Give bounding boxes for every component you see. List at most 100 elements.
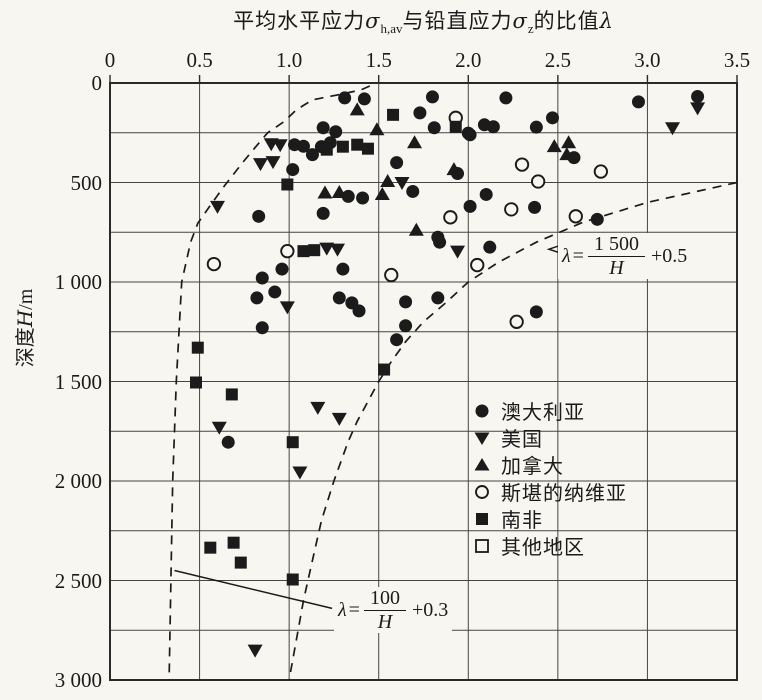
y-tick-label: 1 500 xyxy=(54,369,102,394)
point-triangle-up xyxy=(408,222,424,236)
point-circle-filled xyxy=(433,235,447,249)
point-circle-filled xyxy=(341,189,355,203)
point-triangle-down xyxy=(279,301,295,315)
legend-label: 美国 xyxy=(501,429,543,451)
point-circle-filled xyxy=(399,319,413,333)
point-triangle-up xyxy=(446,162,462,176)
point-circle-filled xyxy=(399,295,413,309)
point-circle-filled xyxy=(406,184,420,198)
point-circle-filled xyxy=(529,120,543,134)
point-circle-filled xyxy=(329,125,343,139)
point-triangle-up xyxy=(369,122,385,136)
point-circle-filled xyxy=(390,333,404,347)
point-triangle-down xyxy=(272,139,288,153)
point-triangle-down xyxy=(209,200,225,214)
legend-circle-filled-icon xyxy=(475,404,489,417)
point-circle-filled xyxy=(268,285,282,299)
y-tick-label: 2 500 xyxy=(54,568,102,593)
point-square-filled xyxy=(297,245,310,258)
point-square-filled xyxy=(286,436,299,449)
point-triangle-down xyxy=(450,245,466,259)
point-circle-filled xyxy=(275,262,289,276)
point-circle-open xyxy=(568,209,583,224)
point-circle-filled xyxy=(250,291,264,305)
point-circle-filled xyxy=(691,90,705,104)
point-circle-filled xyxy=(305,148,319,162)
point-square-filled xyxy=(351,138,364,151)
point-circle-filled xyxy=(336,262,350,276)
point-triangle-down xyxy=(211,421,227,435)
point-circle-open xyxy=(280,244,295,259)
x-tick-label: 2.5 xyxy=(544,48,572,72)
envelope-curve-2 xyxy=(168,85,371,681)
point-circle-open xyxy=(206,256,222,272)
point-square-filled xyxy=(308,244,321,257)
legend-label: 加拿大 xyxy=(501,456,564,478)
point-triangle-up xyxy=(349,102,365,116)
legend-triangle-up-filled-icon xyxy=(474,457,490,470)
legend-label: 斯堪的纳维亚 xyxy=(501,483,627,505)
title-text: 平均水平应力 xyxy=(233,9,366,33)
point-square-filled xyxy=(336,140,349,153)
point-square-filled xyxy=(286,573,299,586)
point-square-filled xyxy=(204,541,217,554)
point-circle-filled xyxy=(390,156,404,170)
legend-circle-open-icon xyxy=(475,484,489,499)
x-tick-label: 2.0 xyxy=(455,48,482,72)
lambda-symbol: λ xyxy=(562,244,571,267)
point-triangle-down xyxy=(265,156,281,170)
point-square-filled xyxy=(191,341,204,354)
y-tick-label: 0 xyxy=(91,71,103,95)
formula-annotation-1: λ = 1 500 H +0.5 xyxy=(558,233,692,279)
point-circle-open xyxy=(504,202,519,217)
point-circle-filled xyxy=(463,128,477,142)
point-circle-filled xyxy=(545,111,559,125)
legend-item: 加拿大 xyxy=(473,451,627,478)
lambda-symbol: λ xyxy=(338,598,347,621)
point-circle-filled xyxy=(332,291,346,305)
point-circle-filled xyxy=(255,321,269,335)
point-triangle-down xyxy=(319,242,335,256)
legend-item: 斯堪的纳维亚 xyxy=(473,478,627,505)
point-circle-open xyxy=(514,157,530,172)
point-circle-filled xyxy=(316,206,330,220)
point-triangle-up xyxy=(407,135,423,149)
point-circle-filled xyxy=(479,187,493,201)
point-circle-filled xyxy=(463,199,477,213)
point-square-filled xyxy=(378,363,391,376)
point-circle-filled xyxy=(486,120,500,134)
point-circle-open xyxy=(470,257,485,273)
point-triangle-up xyxy=(559,147,575,161)
x-tick-label: 3.5 xyxy=(723,48,751,72)
point-circle-open xyxy=(443,210,458,225)
point-square-filled xyxy=(387,108,400,121)
y-tick-label: 1 000 xyxy=(54,270,102,294)
point-triangle-up xyxy=(380,174,396,188)
point-square-filled xyxy=(234,556,247,569)
point-triangle-up xyxy=(374,186,390,200)
point-triangle-down xyxy=(292,466,308,480)
x-tick-label: 3.0 xyxy=(634,48,661,72)
point-circle-filled xyxy=(255,271,269,285)
x-tick-label: 0 xyxy=(104,48,116,72)
point-circle-open xyxy=(531,174,546,189)
point-triangle-up xyxy=(546,139,562,153)
legend-triangle-down-filled-icon xyxy=(474,432,490,445)
point-circle-filled xyxy=(483,240,497,254)
point-circle-filled xyxy=(357,92,371,106)
point-circle-filled xyxy=(590,212,604,226)
y-tick-label: 3 000 xyxy=(54,668,102,692)
point-triangle-down xyxy=(247,644,263,658)
point-circle-filled xyxy=(296,139,310,153)
point-circle-filled xyxy=(316,121,330,135)
point-circle-filled xyxy=(252,209,266,223)
x-tick-label: 1.5 xyxy=(365,48,392,72)
point-triangle-down xyxy=(310,401,326,415)
legend-item: 澳大利亚 xyxy=(473,397,627,424)
x-tick-label: 0.5 xyxy=(186,48,213,72)
point-square-filled xyxy=(227,536,240,549)
envelope-curve-1 xyxy=(288,181,738,681)
chart-title: 平均水平应力σh,av与铅直应力σz的比值λ xyxy=(233,9,614,37)
